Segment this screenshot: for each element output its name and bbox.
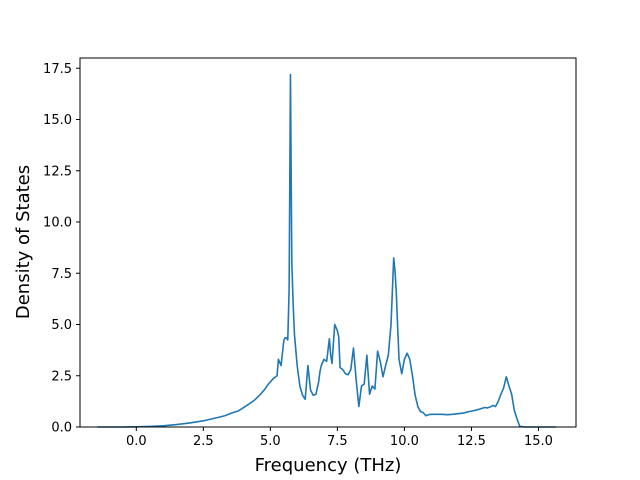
x-tick-label: 2.5 [193,434,214,449]
y-tick-label: 5.0 [51,318,72,333]
y-tick-label: 10.0 [43,216,72,231]
y-tick-label: 0.0 [51,421,72,436]
x-axis-label: Frequency (THz) [255,455,402,476]
y-tick-label: 15.0 [43,113,72,128]
x-tick-label: 10.0 [390,434,419,449]
x-tick-label: 7.5 [327,434,348,449]
x-tick-label: 5.0 [260,434,281,449]
x-tick-label: 12.5 [457,434,486,449]
x-tick-label: 0.0 [126,434,147,449]
plot-layer [97,73,556,428]
series-line-0 [97,73,556,428]
x-tick-label: 15.0 [524,434,553,449]
y-tick-label: 7.5 [51,267,72,282]
y-axis-ticks: 0.0 2.5 5.0 7.5 10.0 12.5 15.0 17.5 [43,62,80,436]
y-tick-label: 2.5 [51,369,72,384]
y-tick-label: 17.5 [43,62,72,77]
y-axis-label: Density of States [13,165,34,319]
y-tick-label: 12.5 [43,164,72,179]
x-axis-ticks: 0.0 2.5 5.0 7.5 10.0 12.5 15.0 [126,427,553,449]
plot-frame [79,57,577,428]
